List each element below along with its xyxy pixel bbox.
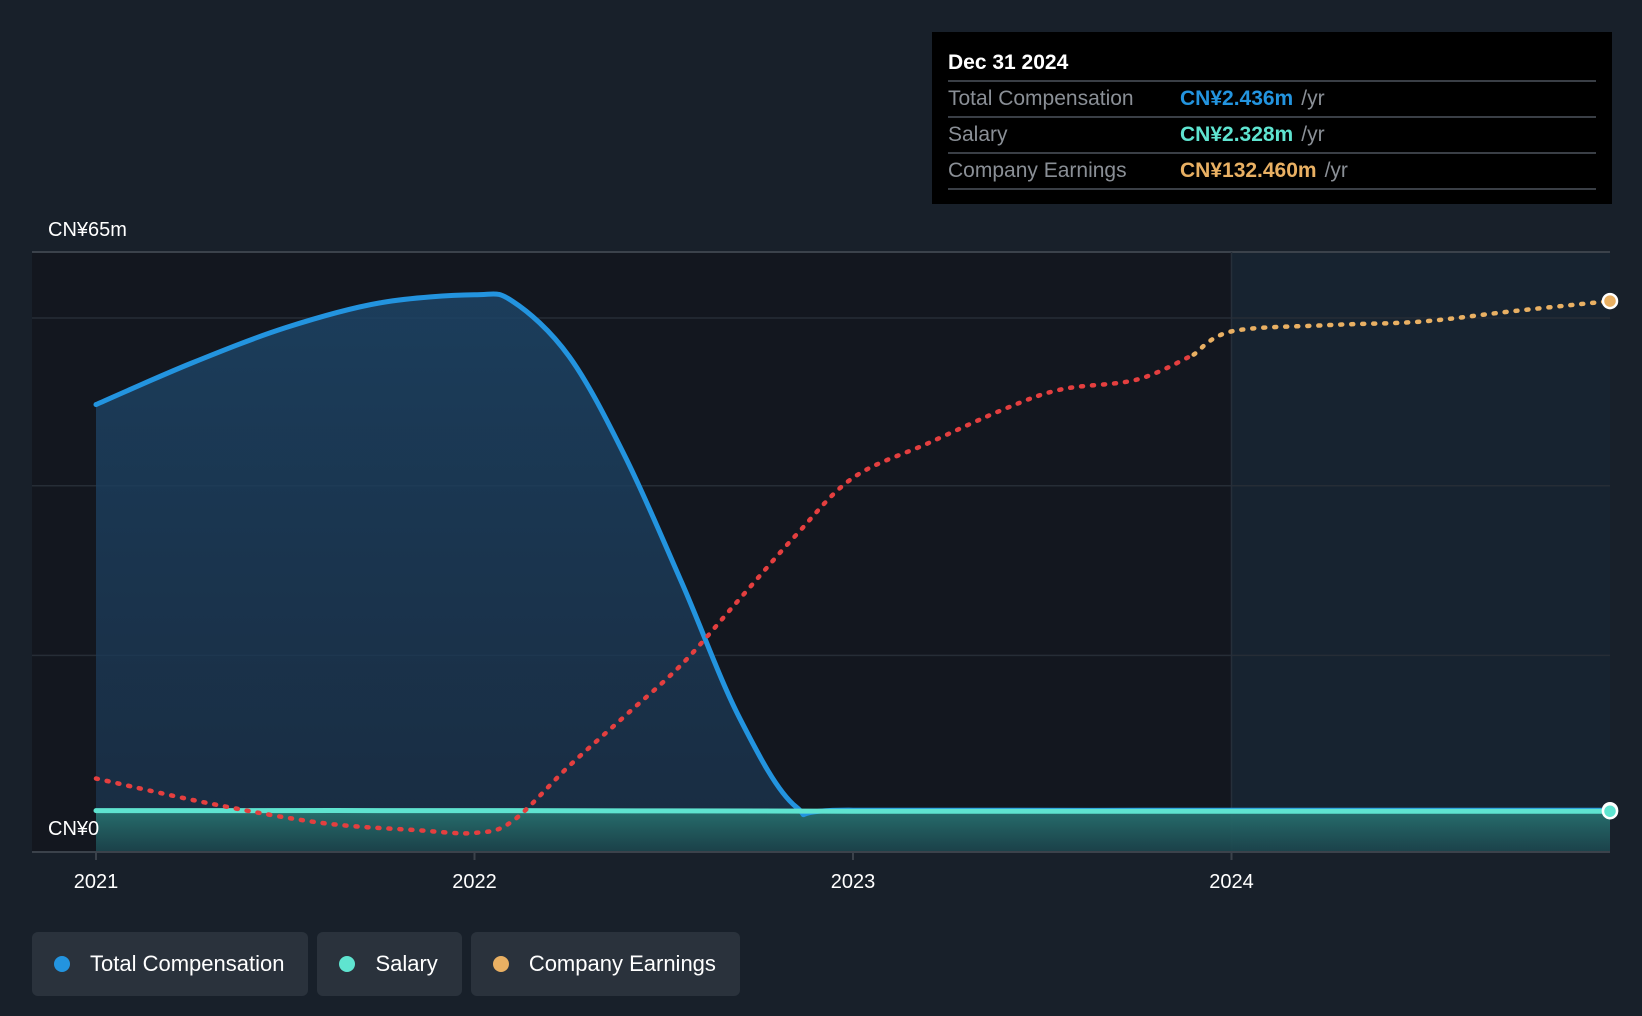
legend-dot-icon <box>54 956 70 972</box>
company-earnings-line-declining <box>93 352 1196 836</box>
legend-label: Company Earnings <box>528 951 716 976</box>
y-axis-min-label: CN¥0 <box>48 818 99 840</box>
salary-area <box>96 810 1610 852</box>
tooltip-row: Salary CN¥2.328m/yr <box>948 116 1596 152</box>
x-tick-label: 2022 <box>452 871 497 893</box>
tooltip-row-value: CN¥132.460m <box>1180 159 1317 182</box>
tooltip-row: Total Compensation CN¥2.436m/yr <box>948 80 1596 116</box>
salary-end-marker <box>1601 802 1619 820</box>
highlight-band <box>1231 252 1610 852</box>
x-tick-label: 2023 <box>831 871 876 893</box>
tooltip-row-label: Total Compensation <box>948 87 1134 110</box>
tooltip-row-unit: /yr <box>1301 123 1325 146</box>
x-tick-label: 2024 <box>1209 871 1254 893</box>
legend-label: Salary <box>375 951 438 976</box>
tooltip-row-value: CN¥2.436m <box>1180 87 1294 110</box>
company-earnings-end-marker <box>1601 292 1619 310</box>
legend-item-company-earnings[interactable]: Company Earnings <box>470 932 740 996</box>
legend-dot-icon <box>492 956 509 972</box>
tooltip-row-unit: /yr <box>1301 87 1325 110</box>
total-compensation-area <box>96 293 1610 853</box>
y-axis-max-label: CN¥65m <box>48 219 127 241</box>
tooltip-date: Dec 31 2024 <box>948 51 1069 74</box>
tooltip-row: Company Earnings CN¥132.460m/yr <box>948 152 1596 190</box>
legend-item-total-compensation[interactable]: Total Compensation <box>32 932 309 996</box>
tooltip-row-label: Company Earnings <box>948 159 1127 182</box>
legend-dot-icon <box>339 956 356 972</box>
x-tick-label: 2021 <box>74 871 119 893</box>
salary-line <box>93 808 1613 814</box>
legend-label: Total Compensation <box>90 951 285 976</box>
company-earnings-line <box>1191 298 1613 357</box>
tooltip-row-label: Salary <box>948 123 1008 146</box>
legend-item-salary[interactable]: Salary <box>317 932 462 996</box>
legend: Total Compensation Salary Company Earnings <box>32 932 740 996</box>
tooltip-row-unit: /yr <box>1324 159 1348 182</box>
tooltip-panel: Dec 31 2024 Total Compensation CN¥2.436m /… <box>932 32 1612 204</box>
tooltip-row-value: CN¥2.328m <box>1180 123 1294 146</box>
